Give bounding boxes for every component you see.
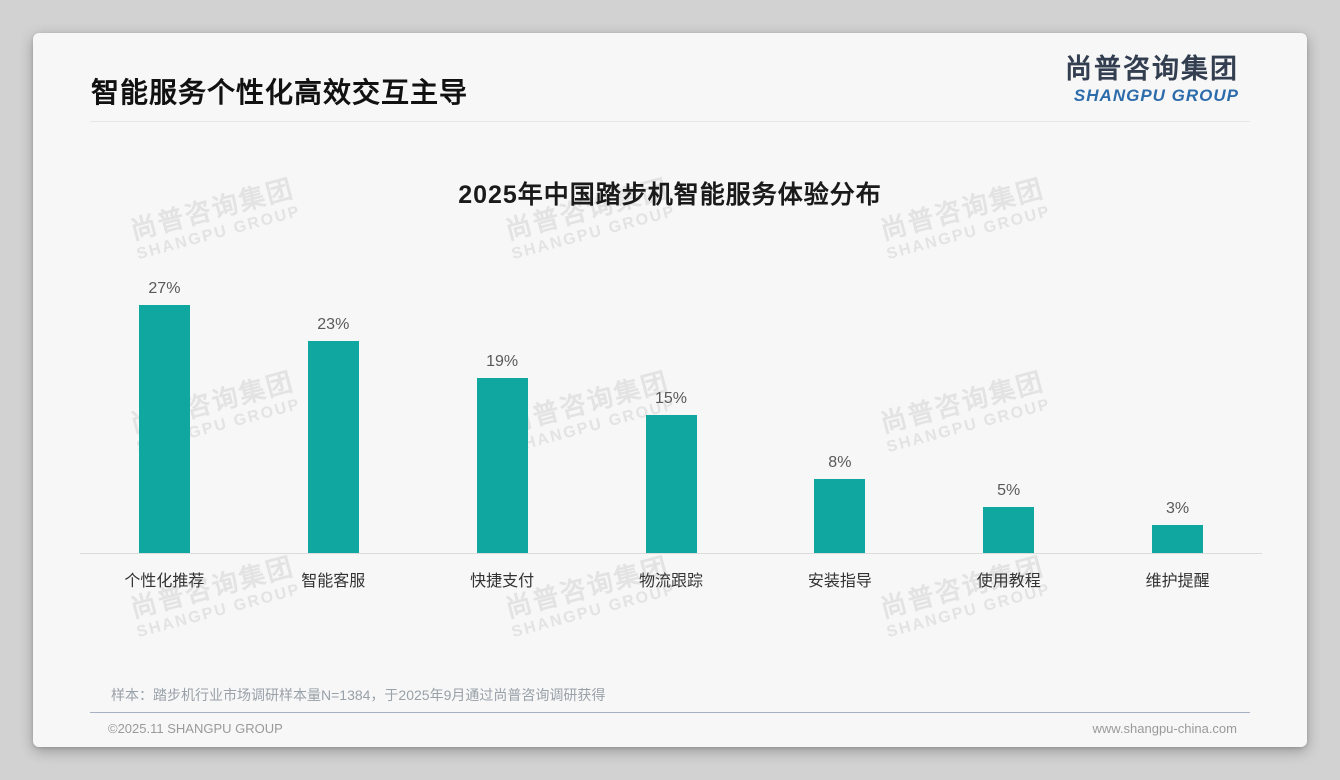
footer-divider xyxy=(90,712,1250,713)
chart-title: 2025年中国踏步机智能服务体验分布 xyxy=(458,181,882,209)
bar-value-label: 19% xyxy=(486,353,519,370)
footer-copyright: ©2025.11 SHANGPU GROUP xyxy=(108,721,283,736)
bar-value-label: 15% xyxy=(654,390,688,407)
bar xyxy=(983,507,1035,553)
footer-website: www.shangpu-china.com xyxy=(1092,721,1237,736)
category-label: 安装指导 xyxy=(807,573,872,590)
bar xyxy=(476,378,528,553)
bar xyxy=(307,341,359,553)
bar-column: 3% xyxy=(1093,263,1262,553)
category-label: 维护提醒 xyxy=(1145,573,1210,590)
category-label: 物流跟踪 xyxy=(639,573,704,590)
sample-note: 样本：踏步机行业市场调研样本量N=1384，于2025年9月通过尚普咨询调研获得 xyxy=(111,687,606,703)
header-divider xyxy=(90,121,1250,122)
bar-column: 23% xyxy=(249,263,418,553)
slide-card: 尚普咨询集团 SHANGPU GROUP 尚普咨询集团 SHANGPU GROUP 尚普… xyxy=(33,33,1307,747)
category-label: 快捷支付 xyxy=(470,573,535,590)
bar-value-label: 5% xyxy=(997,482,1021,499)
watermark: 尚普咨询集团 SHANGPU GROUP xyxy=(478,545,703,649)
bar-value-label: 27% xyxy=(148,280,181,297)
watermark: 尚普咨询集团 SHANGPU GROUP xyxy=(853,545,1078,649)
bar-column: 8% xyxy=(755,263,924,553)
category-label: 智能客服 xyxy=(301,573,366,590)
bar xyxy=(1152,525,1204,553)
bar xyxy=(814,479,866,553)
bar-column: 27% xyxy=(80,263,249,553)
bar-column: 15% xyxy=(587,263,756,553)
chart-categories: 个性化推荐 智能客服 快捷支付 物流跟踪 安装指导 使用教程 维护提醒 xyxy=(80,567,1262,591)
page-title: 智能服务个性化高效交互主导 xyxy=(91,77,469,108)
bar-value-label: 8% xyxy=(828,454,852,471)
logo-chinese-text: 尚普咨询集团 xyxy=(1065,54,1239,84)
company-logo: 尚普咨询集团 SHANGPU GROUP xyxy=(1065,54,1239,105)
bar-value-label: 23% xyxy=(317,316,350,333)
category-label: 个性化推荐 xyxy=(124,573,205,590)
bar xyxy=(645,415,697,553)
bar-value-label: 3% xyxy=(1166,500,1190,517)
watermark: 尚普咨询集团 SHANGPU GROUP xyxy=(103,545,328,649)
chart-plot: 27% 23% 19% 15% 8% 5% 3% xyxy=(80,263,1262,553)
bar-column: 19% xyxy=(418,263,587,553)
x-axis-line xyxy=(80,553,1262,554)
category-label: 使用教程 xyxy=(976,573,1041,590)
bar xyxy=(138,305,190,553)
bar-column: 5% xyxy=(924,263,1093,553)
logo-english-text: SHANGPU GROUP xyxy=(1073,85,1239,105)
